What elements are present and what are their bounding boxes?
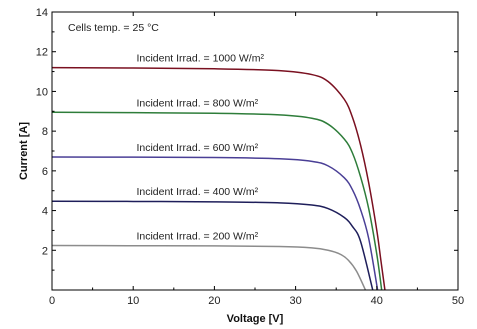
x-axis-title: Voltage [V]: [227, 313, 284, 325]
series-label-2: Incident Irrad. = 600 W/m²: [136, 142, 258, 154]
y-tick-label: 14: [36, 7, 48, 19]
series-label-3: Incident Irrad. = 400 W/m²: [136, 186, 258, 198]
cells-temp-annotation: Cells temp. = 25 °C: [68, 22, 159, 34]
y-tick-label: 6: [42, 166, 48, 178]
series-label-0: Incident Irrad. = 1000 W/m²: [136, 53, 264, 65]
x-tick-label: 40: [371, 295, 383, 307]
y-tick-label: 8: [42, 126, 48, 138]
y-tick-label: 12: [36, 47, 48, 59]
plot-area: Incident Irrad. = 1000 W/m² Incident Irra…: [52, 53, 385, 290]
x-tick-label: 0: [49, 295, 55, 307]
y-tick-label: 10: [36, 86, 48, 98]
y-tick-label: 2: [42, 245, 48, 257]
series-label-1: Incident Irrad. = 800 W/m²: [136, 97, 258, 109]
series-line-2: [52, 157, 378, 290]
y-tick-label: 4: [42, 206, 48, 218]
x-tick-label: 50: [452, 295, 464, 307]
y-axis-title: Current [A]: [18, 122, 30, 180]
x-tick-label: 10: [127, 295, 139, 307]
series-line-4: [52, 246, 365, 290]
x-tick-label: 20: [208, 295, 220, 307]
x-tick-label: 30: [289, 295, 301, 307]
series-label-4: Incident Irrad. = 200 W/m²: [136, 231, 258, 243]
